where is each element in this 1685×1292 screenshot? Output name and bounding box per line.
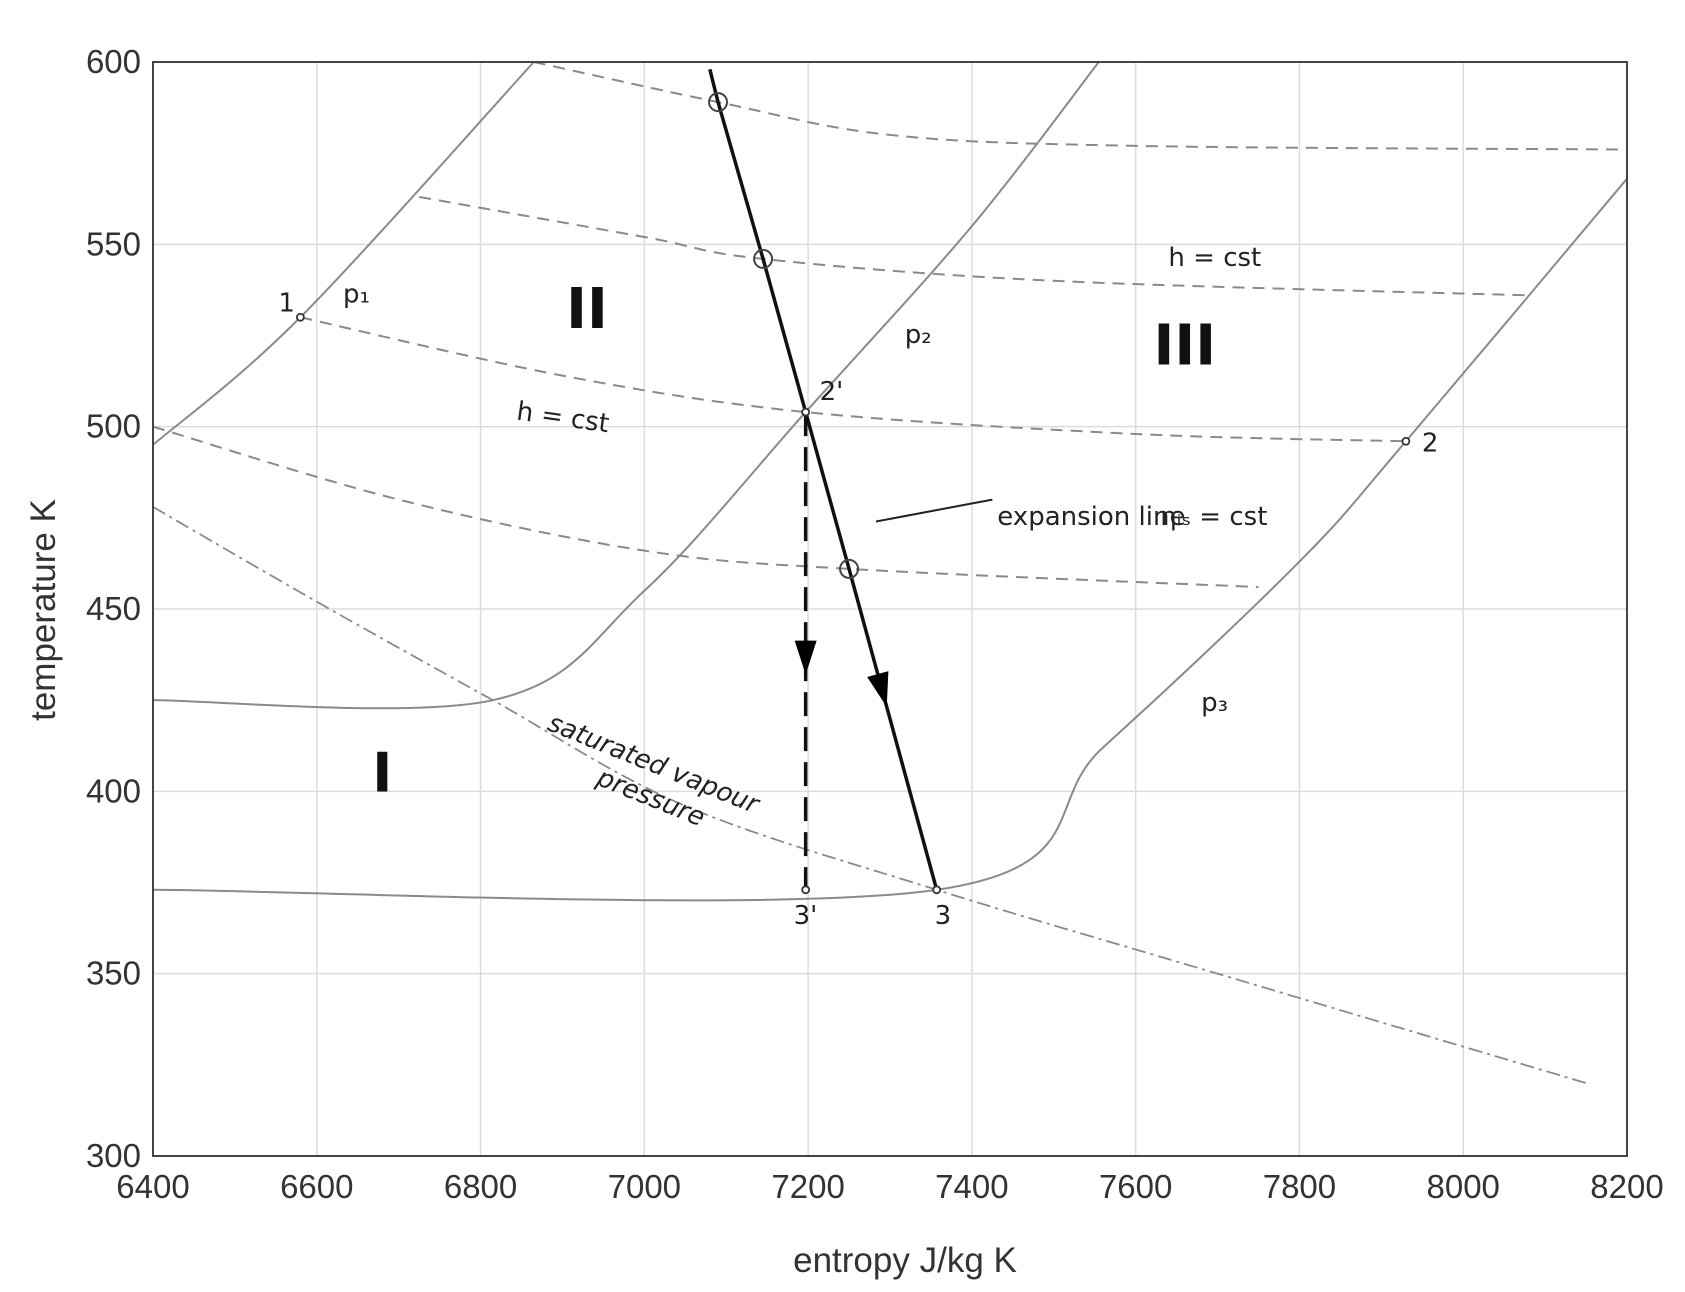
region-label: II (566, 277, 608, 342)
x-tick-label: 8000 (1427, 1168, 1500, 1205)
state-point-label: 3' (794, 901, 818, 931)
y-tick-label: 300 (86, 1137, 141, 1174)
state-point-marker (801, 407, 811, 417)
expansion-leader-line (875, 498, 993, 523)
plot-frame (152, 61, 1628, 1157)
isobar-1 (152, 61, 535, 446)
x-tick-label: 7600 (1099, 1168, 1172, 1205)
state-point-marker (1401, 436, 1411, 446)
y-tick-label: 550 (86, 225, 141, 262)
x-tick-label: 7200 (771, 1168, 844, 1205)
saturated-vapour-curve (152, 506, 1587, 1084)
x-tick-label: 7000 (608, 1168, 681, 1205)
curves (152, 61, 1628, 1084)
x-axis-title: entropy J/kg K (793, 1241, 1017, 1280)
y-tick-label: 350 (86, 955, 141, 992)
isentropic-arrow (794, 640, 817, 675)
x-tick-label: 6600 (280, 1168, 353, 1205)
y-tick-label: 600 (86, 43, 141, 80)
expansion-marker (708, 92, 729, 113)
state-point-marker (295, 312, 305, 322)
marks (295, 92, 1411, 895)
y-tick-label: 400 (86, 772, 141, 809)
isobar-2 (152, 61, 1100, 710)
state-point-marker (801, 885, 811, 895)
expansion-arrow (867, 671, 889, 707)
y-tick-label: 500 (86, 408, 141, 445)
x-tick-label: 8200 (1590, 1168, 1663, 1205)
isobar-3 (152, 178, 1628, 902)
annotation-expansion: expansion line (997, 502, 1185, 532)
x-tick-label: 6800 (444, 1168, 517, 1205)
isenthalp-line (300, 316, 1406, 443)
isenthalp-line (418, 195, 1529, 297)
x-tick-label: 7800 (1263, 1168, 1336, 1205)
state-point-label: 3 (935, 901, 952, 931)
annotation-eta: ηᵢₛ = cst (1160, 502, 1267, 532)
isenthalp-line (533, 61, 1628, 151)
expansion-line (708, 68, 939, 891)
isenthalp-line (152, 425, 1259, 589)
y-tick-label: 450 (86, 590, 141, 627)
annotation-h_cst_upper: h = cst (1168, 243, 1261, 273)
state-point-label: 2' (820, 377, 844, 407)
state-point-label: 1 (278, 288, 295, 318)
region-label: III (1154, 314, 1217, 379)
x-tick-label: 6400 (116, 1168, 189, 1205)
region-label: I (372, 741, 392, 804)
y-axis-title: temperature K (24, 499, 63, 721)
annotation-p1: p₁ (343, 280, 370, 310)
x-tick-label: 7400 (935, 1168, 1008, 1205)
annotation-p2: p₂ (905, 320, 932, 350)
expansion-marker (753, 248, 774, 269)
state-point-marker (932, 885, 942, 895)
annotation-p3: p₃ (1201, 688, 1228, 718)
tick-labels: 6400 6600 6800 7000 7200 7400 7600 7800 8000 8200… (86, 43, 1664, 1205)
state-point-label: 2 (1422, 428, 1439, 458)
expansion-marker (839, 558, 860, 579)
